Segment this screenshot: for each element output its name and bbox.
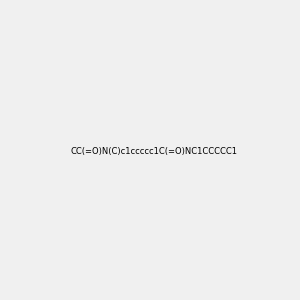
Text: CC(=O)N(C)c1ccccc1C(=O)NC1CCCCC1: CC(=O)N(C)c1ccccc1C(=O)NC1CCCCC1 <box>70 147 237 156</box>
